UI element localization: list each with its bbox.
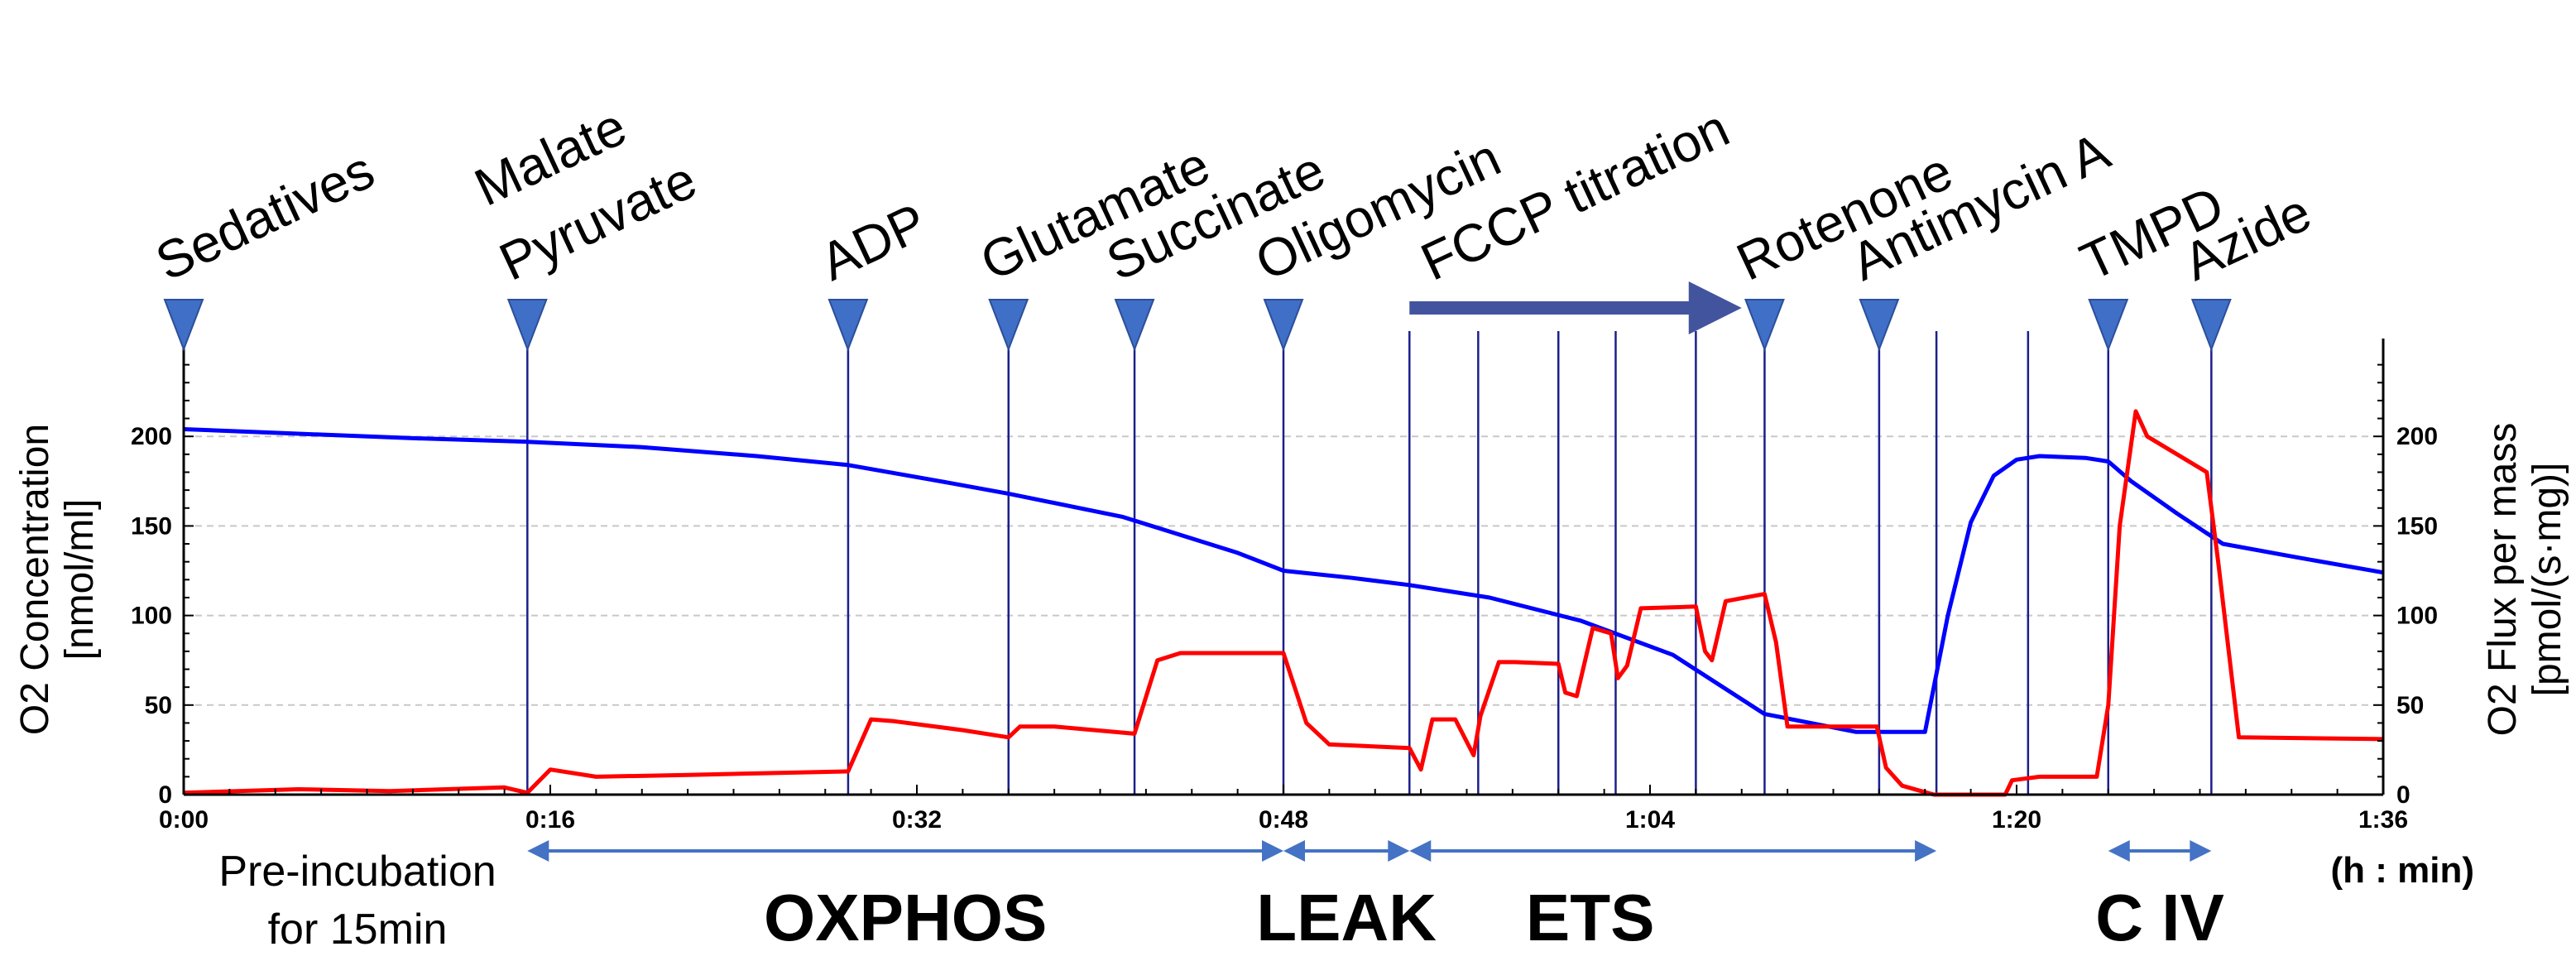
event-label: Sedatives [146, 140, 382, 292]
left-axis-title-line2: [nmol/ml] [58, 499, 102, 661]
phase-label: ETS [1526, 881, 1655, 954]
phase-arrow-head [2190, 840, 2211, 862]
right-tick-label: 100 [2396, 603, 2438, 630]
left-tick-label: 200 [131, 423, 172, 450]
event-triangle-marker [508, 300, 546, 349]
preincubation-note-line1: Pre-incubation [218, 848, 496, 896]
left-tick-label: 0 [158, 781, 172, 809]
right-axis-title-line1: O2 Flux per mass [2481, 423, 2525, 737]
left-tick-label: 100 [131, 603, 172, 630]
event-triangle-marker [1264, 300, 1302, 349]
right-tick-label: 150 [2396, 512, 2438, 540]
phase-annotations: OXPHOS LEAK ETS C IV [527, 840, 2224, 954]
phase-arrow-head [2108, 840, 2130, 862]
event-triangle-marker [1115, 300, 1154, 349]
phase-arrow-head [1283, 840, 1305, 862]
event-label: ADP [811, 192, 935, 292]
event-triangle-marker [990, 300, 1028, 349]
event-triangle-marker [1860, 300, 1898, 349]
event-triangle-marker [829, 300, 867, 349]
phase-label: C IV [2095, 881, 2224, 954]
left-axis-title-line1: O2 Concentration [13, 424, 57, 735]
titration-arrow-head [1689, 281, 1742, 334]
left-tick-label: 150 [131, 512, 172, 540]
right-tick-label: 50 [2396, 692, 2424, 719]
phase-arrow-head [1388, 840, 1409, 862]
phase-label: LEAK [1256, 881, 1437, 954]
phase-arrow-head [1409, 840, 1431, 862]
left-tick-label: 50 [145, 692, 172, 719]
phase-arrow-head [527, 840, 549, 862]
event-triangle-marker [165, 300, 203, 349]
right-tick-label: 0 [2396, 781, 2411, 809]
right-tick-label: 200 [2396, 423, 2438, 450]
x-tick-label: 0:16 [525, 806, 575, 834]
event-triangle-marker [2089, 300, 2127, 349]
x-tick-label: 1:20 [1992, 806, 2041, 834]
preincubation-note-line2: for 15min [268, 906, 448, 954]
phase-label: OXPHOS [764, 881, 1047, 954]
phase-arrow-head [1915, 840, 1936, 862]
x-tick-label: 0:32 [892, 806, 942, 834]
x-axis-unit-label: (h : min) [2330, 850, 2474, 891]
x-tick-label: 1:36 [2358, 806, 2408, 834]
event-triangle-marker [1745, 300, 1783, 349]
phase-arrow-head [1262, 840, 1283, 862]
right-axis-title-line2: [pmol/(s·mg)] [2526, 463, 2569, 697]
x-tick-label: 1:04 [1625, 806, 1675, 834]
x-tick-label: 0:00 [159, 806, 209, 834]
x-tick-label: 0:48 [1259, 806, 1308, 834]
event-triangle-marker [2192, 300, 2230, 349]
